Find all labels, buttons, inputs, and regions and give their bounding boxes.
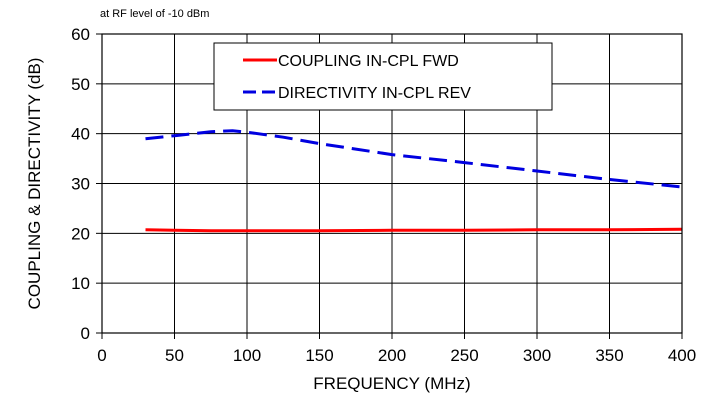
series-layer xyxy=(146,131,683,231)
directivity-rev-line xyxy=(146,131,683,187)
y-tick-label: 20 xyxy=(71,224,90,243)
x-tick-label: 0 xyxy=(97,346,106,365)
legend-label-directivity: DIRECTIVITY IN-CPL REV xyxy=(278,85,471,102)
y-tick-label: 0 xyxy=(81,324,90,343)
y-tick-label: 60 xyxy=(71,25,90,44)
x-tick-label: 50 xyxy=(165,346,184,365)
x-tick-label: 100 xyxy=(233,346,261,365)
x-tick-label: 400 xyxy=(668,346,696,365)
x-tick-label: 350 xyxy=(595,346,623,365)
y-tick-label: 30 xyxy=(71,175,90,194)
coupling-fwd-line xyxy=(146,229,683,231)
x-tick-label: 250 xyxy=(450,346,478,365)
y-tick-label: 40 xyxy=(71,125,90,144)
x-tick-label: 200 xyxy=(378,346,406,365)
y-axis-title: COUPLING & DIRECTIVITY (dB) xyxy=(25,58,44,310)
legend: COUPLING IN-CPL FWD DIRECTIVITY IN-CPL R… xyxy=(214,43,552,110)
x-tick-label: 150 xyxy=(305,346,333,365)
y-tick-label: 10 xyxy=(71,274,90,293)
chart-annotation: at RF level of -10 dBm xyxy=(100,8,209,20)
x-tick-label: 300 xyxy=(523,346,551,365)
y-tick-label: 50 xyxy=(71,75,90,94)
legend-label-coupling: COUPLING IN-CPL FWD xyxy=(278,53,459,70)
x-axis-title: FREQUENCY (MHz) xyxy=(313,374,470,393)
